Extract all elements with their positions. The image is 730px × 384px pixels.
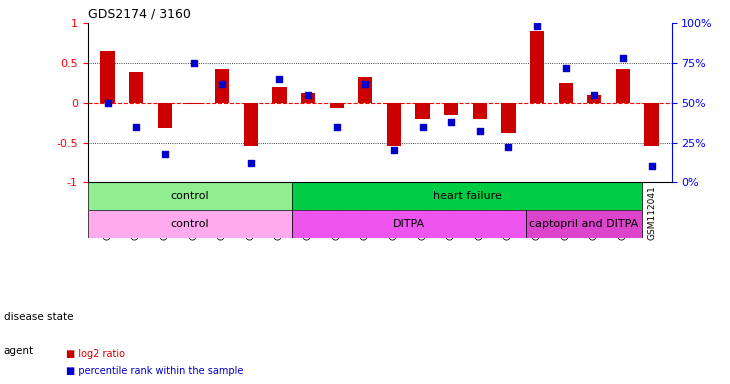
Point xyxy=(617,55,629,61)
Point xyxy=(188,60,199,66)
Bar xyxy=(645,103,658,146)
Text: control: control xyxy=(171,191,209,201)
Point xyxy=(159,151,171,157)
Point xyxy=(216,81,228,87)
Bar xyxy=(616,69,630,103)
Point xyxy=(502,144,514,151)
Point xyxy=(131,124,142,130)
Point xyxy=(274,76,285,82)
Point xyxy=(245,160,257,166)
Text: GDS2174 / 3160: GDS2174 / 3160 xyxy=(88,7,191,20)
Point xyxy=(101,99,113,106)
Bar xyxy=(387,103,401,146)
Bar xyxy=(472,103,487,119)
Bar xyxy=(292,210,526,238)
Bar xyxy=(292,182,642,210)
Point xyxy=(302,92,314,98)
Bar xyxy=(358,77,372,103)
Bar xyxy=(415,103,430,119)
Bar xyxy=(526,210,642,238)
Point xyxy=(560,65,572,71)
Point xyxy=(359,81,371,87)
Point xyxy=(531,23,543,29)
Text: ■ percentile rank within the sample: ■ percentile rank within the sample xyxy=(66,366,243,376)
Bar xyxy=(444,103,458,115)
Point xyxy=(417,124,429,130)
Text: captopril and DITPA: captopril and DITPA xyxy=(529,219,639,229)
Text: control: control xyxy=(171,219,209,229)
Bar xyxy=(158,103,172,128)
Bar xyxy=(530,31,544,103)
Point xyxy=(588,92,600,98)
Bar xyxy=(129,73,143,103)
Bar xyxy=(329,103,344,108)
Bar xyxy=(88,210,292,238)
Bar xyxy=(502,103,515,133)
Bar xyxy=(558,83,573,103)
Bar xyxy=(88,182,292,210)
Bar xyxy=(244,103,258,146)
Bar xyxy=(272,87,287,103)
Bar xyxy=(587,95,602,103)
Point xyxy=(474,128,485,134)
Text: agent: agent xyxy=(4,346,34,356)
Point xyxy=(646,163,658,169)
Bar xyxy=(101,51,115,103)
Bar xyxy=(301,93,315,103)
Bar xyxy=(215,69,229,103)
Point xyxy=(445,119,457,125)
Text: heart failure: heart failure xyxy=(433,191,502,201)
Text: disease state: disease state xyxy=(4,312,73,322)
Bar xyxy=(186,103,201,104)
Point xyxy=(331,124,342,130)
Text: DITPA: DITPA xyxy=(393,219,425,229)
Point xyxy=(388,147,400,154)
Text: ■ log2 ratio: ■ log2 ratio xyxy=(66,349,125,359)
